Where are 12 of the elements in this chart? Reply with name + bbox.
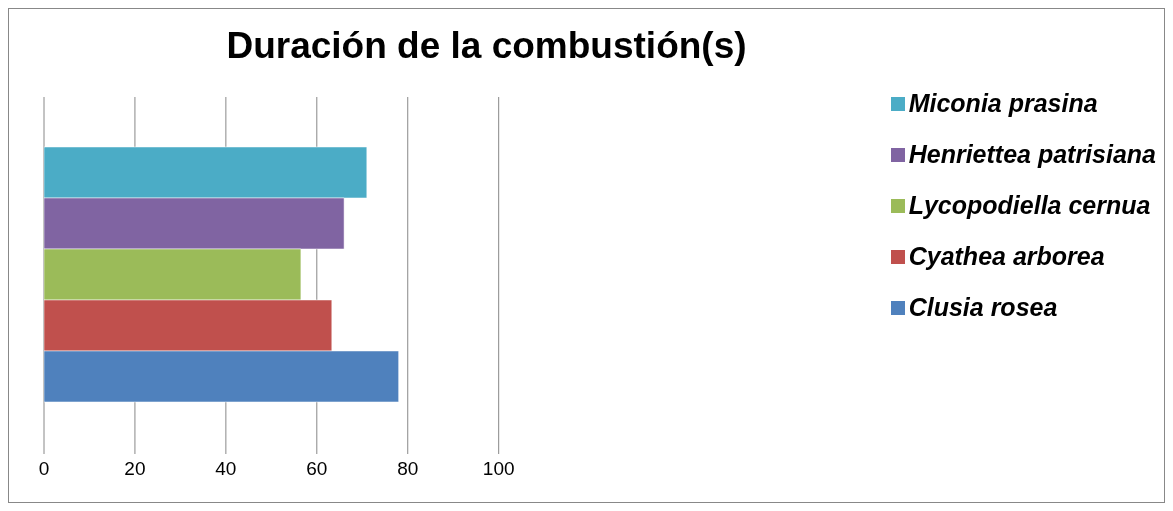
legend-label: Miconia prasina — [908, 89, 1098, 118]
chart-title: Duración de la combustión(s) — [225, 24, 748, 68]
legend-label: Cyathea arborea — [908, 242, 1105, 271]
legend-label: Lycopodiella cernua — [908, 191, 1151, 220]
x-tick-label: 40 — [215, 458, 237, 480]
x-tick-label: 0 — [38, 458, 50, 480]
x-tick-label: 60 — [306, 458, 328, 480]
legend-label: Henriettea patrisiana — [908, 140, 1156, 169]
x-tick-label: 20 — [124, 458, 146, 480]
x-tick-label: 80 — [397, 458, 419, 480]
x-tick-label: 100 — [482, 458, 515, 480]
legend-label: Clusia rosea — [908, 293, 1058, 322]
